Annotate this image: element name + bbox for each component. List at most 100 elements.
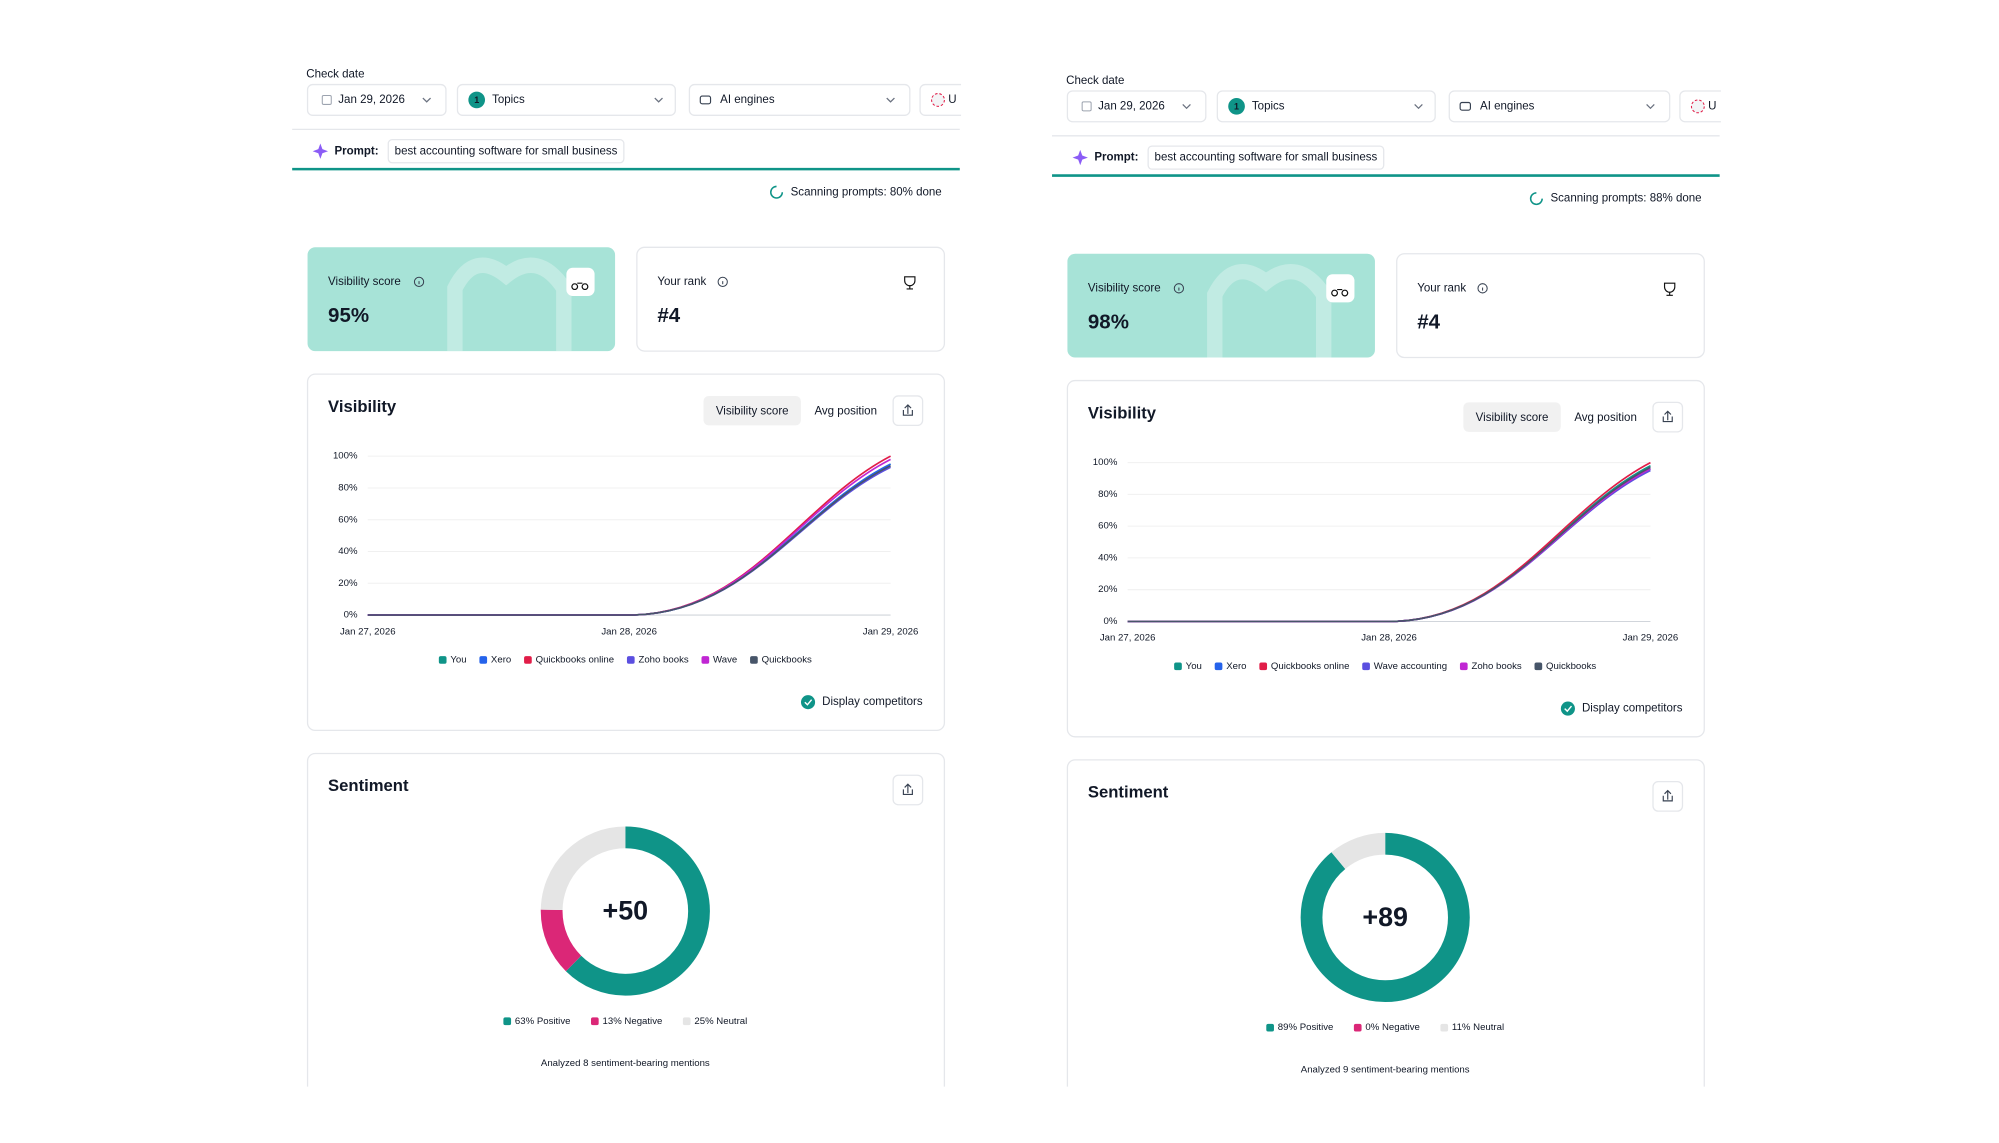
topics-dropdown[interactable]: 1 Topics (1216, 90, 1436, 123)
legend-label: You (450, 654, 466, 665)
sentiment-legend: 89% Positive 0% Negative 11% Neutral (1266, 1022, 1504, 1033)
date-picker[interactable]: Jan 29, 2026 (306, 83, 447, 116)
robot-icon (699, 95, 712, 105)
engines-box (688, 83, 911, 116)
visibility-panel (306, 373, 946, 732)
engines-dropdown[interactable]: AI engines (688, 83, 911, 116)
engines-label: AI engines (720, 94, 775, 106)
legend-swatch (1174, 662, 1182, 671)
tab-avg-position[interactable]: Avg position (1574, 412, 1637, 424)
legend-swatch (590, 1017, 599, 1026)
y-tick-label: 0% (344, 610, 358, 621)
legend-swatch (503, 1017, 512, 1026)
y-tick-label: 60% (338, 514, 358, 525)
region-dropdown[interactable]: U (1679, 90, 1757, 123)
checkbox-label: Display competitors (1582, 703, 1683, 715)
engines-dropdown[interactable]: AI engines (1448, 90, 1671, 123)
card-label: Visibility score (328, 276, 401, 288)
topics-box (456, 83, 676, 116)
export-button[interactable] (1652, 781, 1684, 812)
legend-label: Quickbooks online (1271, 661, 1350, 672)
date-picker[interactable]: Jan 29, 2026 (1066, 90, 1207, 123)
spinner-icon (1529, 192, 1543, 206)
topics-badge (468, 91, 486, 109)
y-tick-label: 60% (1098, 521, 1118, 532)
prompt-chip (387, 139, 625, 164)
export-button[interactable] (1652, 401, 1684, 433)
y-tick-label: 0% (1103, 616, 1117, 627)
export-icon (902, 783, 913, 796)
chevron-icon (886, 97, 895, 103)
region-dropdown[interactable]: U (919, 83, 997, 116)
x-tick-label: Jan 27, 2026 (1100, 633, 1156, 644)
engines-label: AI engines (1480, 100, 1535, 112)
tab-visibility-score[interactable]: Visibility score (1463, 402, 1561, 432)
legend-swatch (1259, 662, 1268, 671)
info-icon (413, 276, 425, 288)
checkmark (804, 699, 813, 706)
legend-swatch (524, 656, 532, 664)
card-decoration (1207, 264, 1332, 358)
chart-title: Visibility (1088, 403, 1157, 422)
info-icon (1477, 283, 1488, 294)
x-tick-label: Jan 27, 2026 (340, 626, 396, 637)
tab-avg-position[interactable]: Avg position (814, 405, 877, 417)
checkmark (1564, 705, 1573, 713)
card-label: Visibility score (1088, 282, 1161, 294)
legend-swatch (682, 1017, 691, 1026)
sentiment-panel (1066, 759, 1705, 1087)
export-button[interactable] (892, 395, 924, 427)
legend-label: Zoho books (1471, 661, 1521, 672)
visibility-card (1067, 253, 1375, 358)
legend-swatch (438, 656, 447, 664)
y-tick-label: 100% (1093, 457, 1118, 468)
topics-box (1216, 90, 1436, 123)
legend-swatch (1440, 1023, 1449, 1032)
card-value: 95% (328, 304, 369, 327)
card-value: 98% (1088, 310, 1129, 333)
rank-card (1396, 253, 1705, 359)
legend-label: Xero (491, 654, 511, 665)
topics-badge (1228, 98, 1245, 115)
flag-icon (931, 93, 945, 107)
card-value: #4 (657, 304, 680, 327)
calendar-icon (321, 94, 332, 105)
tab-active-bg (1463, 402, 1561, 432)
tab-label: Visibility score (716, 405, 789, 417)
scanning-status: Scanning prompts: 88% done (1550, 193, 1701, 205)
legend-swatch (1353, 1023, 1362, 1032)
topics-dropdown[interactable]: 1 Topics (456, 83, 676, 116)
legend-label: 0% Negative (1365, 1022, 1420, 1033)
series-line (367, 464, 891, 616)
card-label: Your rank (657, 276, 706, 288)
legend-label: Quickbooks (762, 654, 812, 665)
prompt-text: best accounting software for small busin… (1155, 152, 1378, 164)
chevron-icon (422, 97, 432, 103)
panel: Check date Jan 29, 2026 1 Topics AI engines U… (1052, 75, 1757, 1087)
info-icon (717, 276, 728, 288)
glasses-icon-bg (566, 267, 595, 297)
legend-swatch (479, 656, 488, 664)
glasses-icon (1331, 289, 1349, 297)
donut-segment (1300, 832, 1470, 1003)
visibility-card (307, 247, 616, 352)
export-button[interactable] (892, 774, 924, 806)
region-label: U (1708, 100, 1716, 112)
tab-label: Avg position (814, 405, 877, 417)
chevron-icon (1414, 103, 1423, 110)
checkbox (1560, 701, 1575, 716)
sentiment-panel (306, 752, 946, 1087)
legend-label: Zoho books (638, 654, 688, 665)
date-picker-box (306, 83, 447, 116)
x-tick-label: Jan 28, 2026 (1361, 633, 1417, 644)
legend-label: You (1186, 661, 1202, 672)
prompt-label: Prompt: (1094, 152, 1138, 164)
tab-visibility-score[interactable]: Visibility score (703, 395, 801, 426)
y-tick-label: 100% (333, 451, 358, 462)
robot-icon (1459, 101, 1471, 111)
checkbox-label: Display competitors (822, 696, 923, 708)
x-tick-label: Jan 29, 2026 (1623, 633, 1679, 644)
display-competitors-toggle[interactable]: Display competitors (1560, 701, 1683, 716)
trophy-icon (904, 276, 916, 290)
display-competitors-toggle[interactable]: Display competitors (800, 695, 923, 710)
